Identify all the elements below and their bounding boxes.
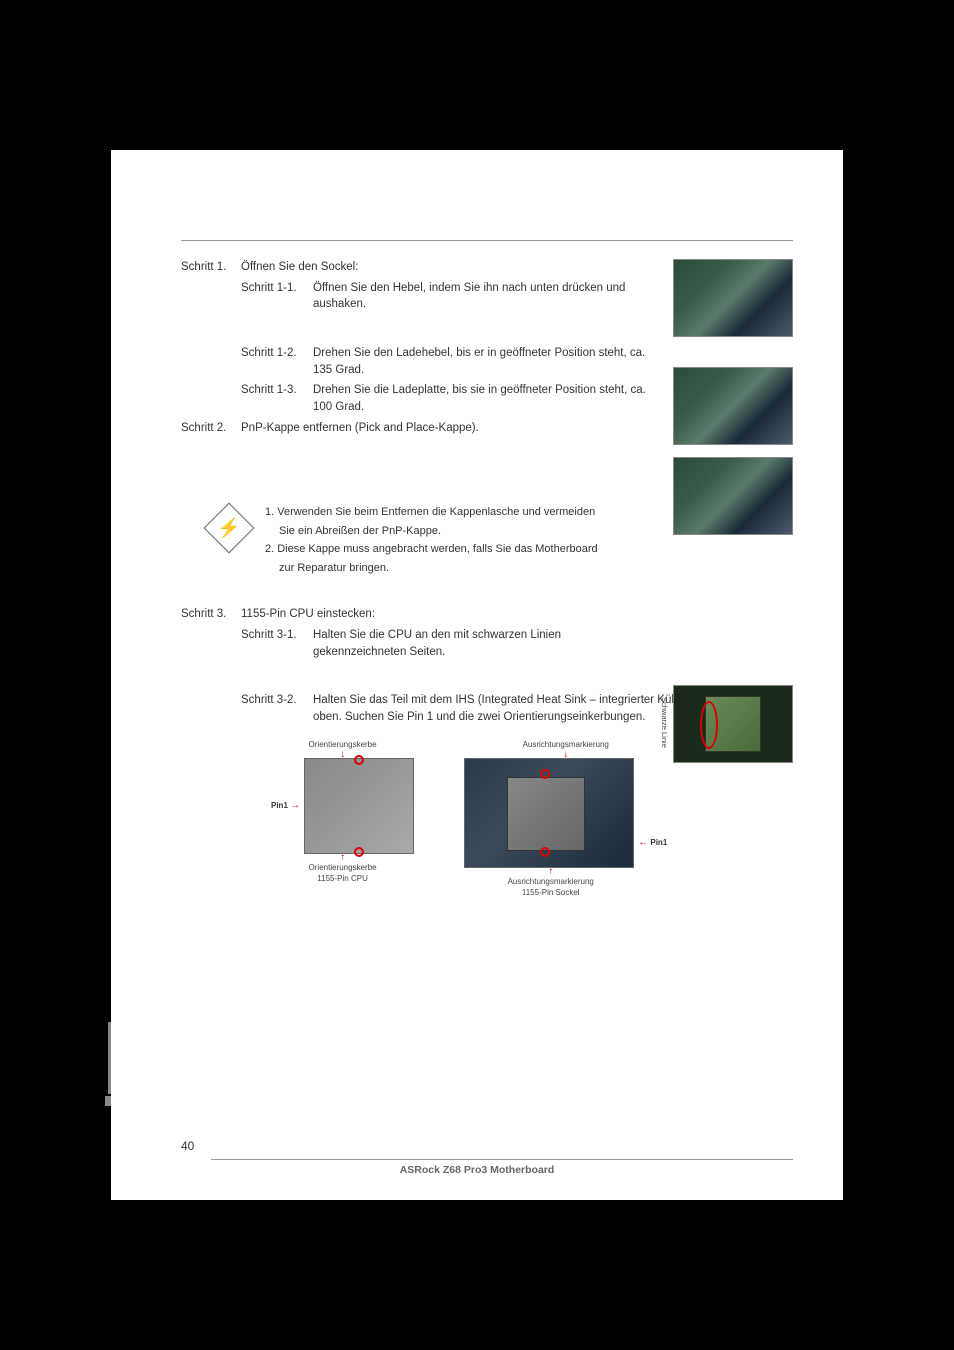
pin1-arrow-icon-2: ← — [638, 837, 648, 848]
pin1-arrow-icon: → — [290, 800, 300, 811]
footer-text: ASRock Z68 Pro3 Motherboard — [111, 1164, 843, 1176]
step-2-text: PnP-Kappe entfernen (Pick and Place-Kapp… — [241, 420, 479, 437]
cpu-notch-bottom — [354, 847, 364, 857]
arrow-down-icon-2: ↓ — [563, 751, 568, 758]
align-label-bottom: Ausrichtungsmarkierung — [508, 877, 594, 886]
socket-diagram-column: Ausrichtungsmarkierung ↓ ← Pin1 ↑ Ausric… — [464, 740, 667, 897]
socket-notch-top — [540, 769, 550, 779]
cpu-black-line-marker — [700, 701, 718, 749]
step-3-1: Schritt 3-1. Halten Sie die CPU an den m… — [181, 627, 793, 660]
step-1-1-label: Schritt 1-1. — [241, 280, 313, 313]
cpu-chip-graphic — [705, 696, 761, 752]
arrow-up-icon: ↑ — [340, 854, 345, 861]
step-3-text: 1155-Pin CPU einstecken: — [241, 606, 375, 623]
cpu-notch-top — [354, 755, 364, 765]
note-line-2: 2. Diese Kappe muss angebracht werden, f… — [265, 541, 598, 558]
orient-label-bottom: Orientierungskerbe — [309, 863, 377, 872]
note-line-1b: Sie ein Abreißen der PnP-Kappe. — [265, 523, 598, 540]
arrow-down-icon: ↓ — [340, 751, 345, 758]
socket-caption: 1155-Pin Sockel — [522, 888, 580, 897]
footer-divider — [211, 1159, 793, 1160]
cpu-photo — [673, 685, 793, 763]
cpu-diagram — [304, 758, 414, 854]
document-page: Schwarze Linie Schritt 1. Öffnen Sie den… — [111, 150, 843, 1200]
pin1-label-cpu: Pin1 → — [271, 800, 300, 811]
step-3-1-text: Halten Sie die CPU an den mit schwarzen … — [313, 627, 793, 660]
step-3-1-label: Schritt 3-1. — [241, 627, 313, 660]
socket-diagram — [464, 758, 634, 868]
content-area: Schwarze Linie Schritt 1. Öffnen Sie den… — [181, 259, 793, 897]
step-1-label: Schritt 1. — [181, 259, 241, 276]
align-label-top: Ausrichtungsmarkierung — [523, 740, 609, 749]
cpu-caption: 1155-Pin CPU — [317, 874, 368, 883]
diagram-area: Orientierungskerbe ↓ Pin1 → ↑ Orientieru… — [181, 740, 793, 897]
pin1-label-socket: ← Pin1 — [638, 837, 667, 848]
arrow-up-icon-2: ↑ — [548, 868, 553, 875]
socket-photo-2 — [673, 367, 793, 445]
warning-icon: ⚡ — [204, 503, 255, 554]
socket-photo-1 — [673, 259, 793, 337]
orient-label-top: Orientierungskerbe — [309, 740, 377, 749]
step-2-label: Schritt 2. — [181, 420, 241, 437]
step-1-text: Öffnen Sie den Sockel: — [241, 259, 358, 276]
step-3-label: Schritt 3. — [181, 606, 241, 623]
step-1-3-label: Schritt 1-3. — [241, 382, 313, 415]
top-divider — [181, 240, 793, 241]
socket-notch-bottom — [540, 847, 550, 857]
cpu-diagram-column: Orientierungskerbe ↓ Pin1 → ↑ Orientieru… — [271, 740, 414, 897]
step-3: Schritt 3. 1155-Pin CPU einstecken: — [181, 606, 793, 623]
note-line-1: 1. Verwenden Sie beim Entfernen die Kapp… — [265, 504, 598, 521]
note-text: 1. Verwenden Sie beim Entfernen die Kapp… — [265, 504, 598, 578]
page-number: 40 — [181, 1139, 194, 1153]
note-line-2b: zur Reparatur bringen. — [265, 560, 598, 577]
step-1-2-label: Schritt 1-2. — [241, 345, 313, 378]
step-3-2-label: Schritt 3-2. — [241, 692, 313, 725]
socket-inner — [507, 777, 585, 851]
lightning-icon: ⚡ — [217, 516, 241, 540]
socket-photo-3 — [673, 457, 793, 535]
